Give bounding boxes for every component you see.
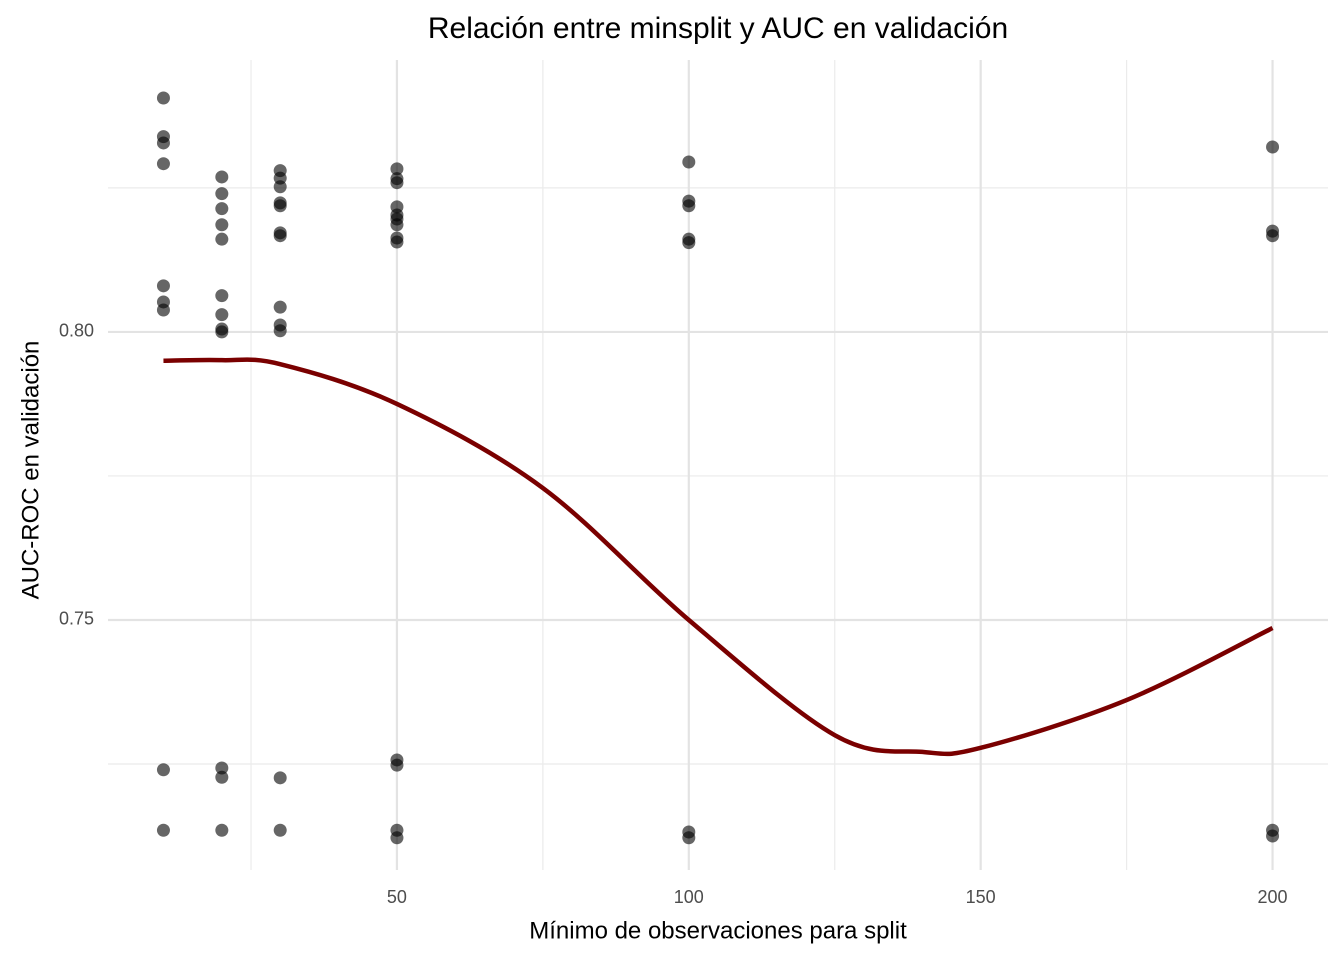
point — [682, 236, 696, 250]
point — [156, 136, 170, 150]
y-tick-label: 0.80 — [59, 321, 94, 341]
point — [390, 176, 404, 190]
point — [156, 763, 170, 777]
chart-title: Relación entre minsplit y AUC en validac… — [428, 12, 1008, 45]
point — [390, 235, 404, 249]
point — [390, 831, 404, 845]
point — [682, 155, 696, 169]
point — [215, 770, 229, 784]
point — [1266, 229, 1280, 243]
point — [273, 823, 287, 837]
point — [273, 324, 287, 338]
x-tick-label: 50 — [387, 887, 407, 907]
point — [273, 180, 287, 194]
point — [215, 170, 229, 184]
point — [1266, 140, 1280, 154]
point — [1266, 829, 1280, 843]
point — [156, 303, 170, 317]
y-tick-label: 0.75 — [59, 609, 94, 629]
point — [156, 157, 170, 171]
x-tick-label: 100 — [674, 887, 704, 907]
y-axis-label: AUC-ROC en validación — [17, 341, 44, 600]
point — [215, 823, 229, 837]
point — [215, 761, 229, 775]
point — [390, 218, 404, 232]
point — [273, 300, 287, 314]
point — [273, 229, 287, 243]
point — [215, 232, 229, 246]
x-axis-label: Mínimo de observaciones para split — [529, 917, 907, 944]
point — [682, 831, 696, 845]
point — [215, 202, 229, 216]
x-tick-label: 150 — [966, 887, 996, 907]
point — [156, 91, 170, 105]
point — [682, 199, 696, 213]
point — [215, 325, 229, 339]
point — [390, 758, 404, 772]
point — [215, 289, 229, 303]
point — [215, 218, 229, 232]
point — [156, 823, 170, 837]
point — [273, 199, 287, 213]
point — [215, 187, 229, 201]
point — [156, 279, 170, 293]
x-tick-label: 200 — [1258, 887, 1288, 907]
point — [215, 308, 229, 322]
smooth-line — [163, 357, 1274, 757]
point — [273, 771, 287, 785]
point — [390, 162, 404, 176]
